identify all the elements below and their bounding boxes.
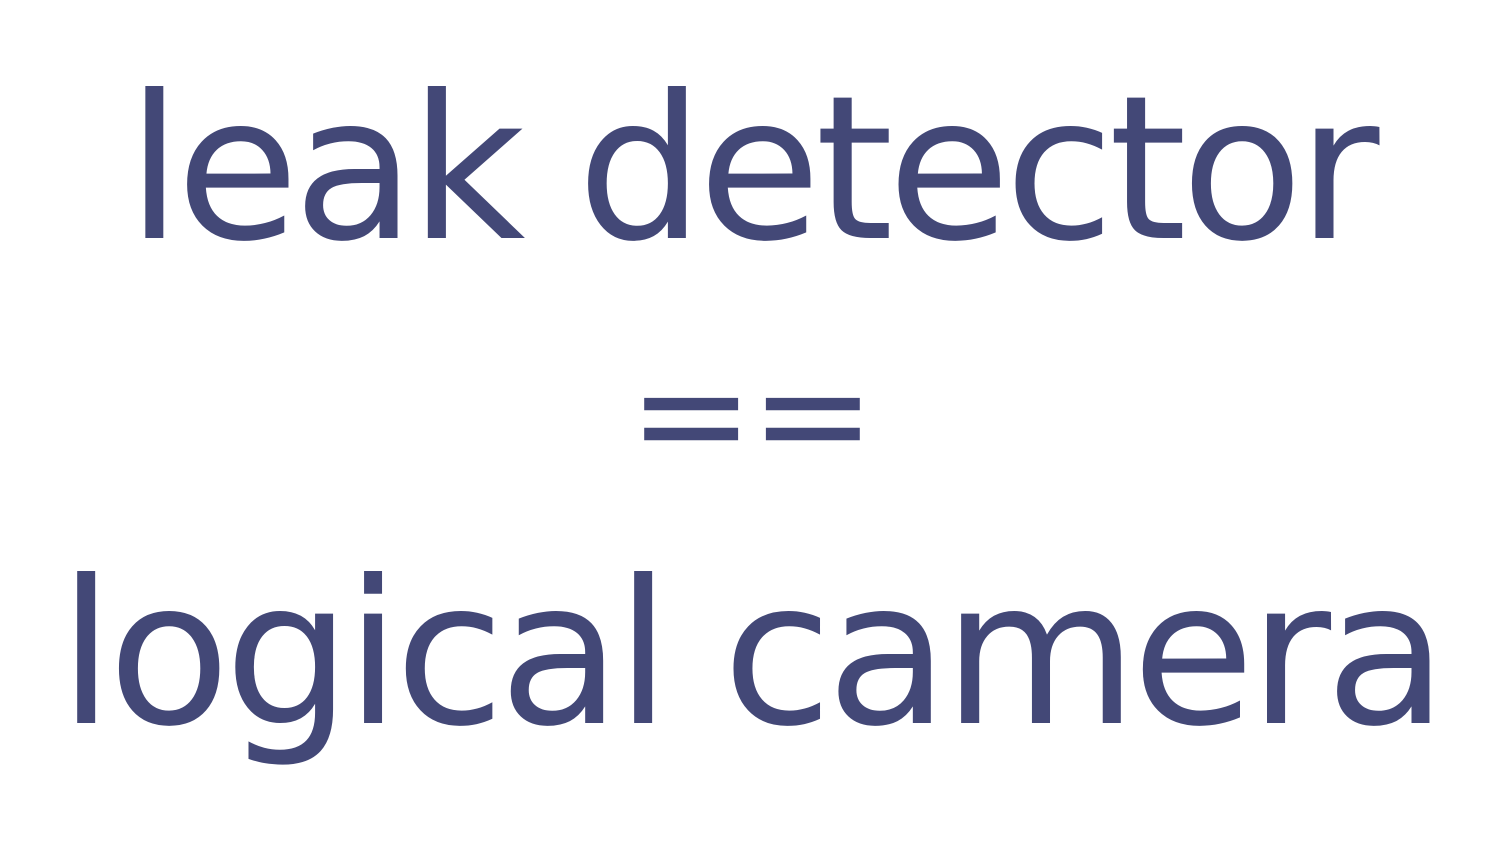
heading-leak-detector: leak detector <box>126 53 1380 286</box>
equality-operator: == <box>628 328 875 502</box>
heading-logical-camera: logical camera <box>58 538 1447 771</box>
